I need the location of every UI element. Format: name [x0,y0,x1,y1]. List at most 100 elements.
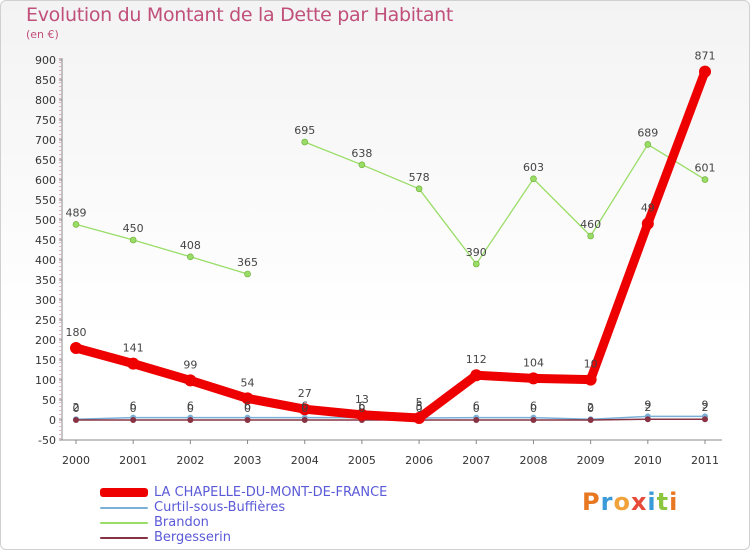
x-tick-label: 2007 [462,454,490,467]
x-tick-label: 2004 [291,454,319,467]
data-label: 489 [66,206,87,219]
data-point [355,408,368,421]
data-point [415,185,423,193]
data-point [184,374,197,387]
x-tick-label: 2006 [405,454,433,467]
legend-swatch [100,536,148,539]
legend-swatch [100,488,148,497]
logo-letter: o [613,488,631,516]
legend-item: LA CHAPELLE-DU-MONT-DE-FRANCE [100,485,387,500]
data-label: 10 [584,358,598,371]
data-label: 408 [180,239,201,252]
logo-letter: x [630,488,648,516]
data-label: 0 [473,402,480,415]
data-label: 689 [637,126,658,139]
data-label: 0 [130,402,137,415]
chart-title: Evolution du Montant de la Dette par Hab… [26,4,454,26]
y-tick-label: 400 [35,254,56,267]
legend-label: Curtil-sous-Buffières [154,500,286,515]
data-label: 390 [466,246,487,259]
data-label: 2 [587,401,594,414]
data-point [130,417,137,423]
data-label: 6 [244,400,251,413]
data-label: 9 [702,398,709,411]
y-tick-label: -50 [38,434,56,447]
data-point [644,141,652,148]
data-label: 0 [73,402,80,415]
data-label: 5 [416,400,423,413]
series-line-0 [71,67,710,423]
legend-swatch [100,506,148,509]
legend-swatch [100,521,148,524]
y-tick-label: 700 [35,134,56,147]
data-label: 6 [358,400,365,413]
data-label: 2 [702,401,709,414]
data-label: 5 [416,396,423,409]
data-label: 0 [187,402,194,415]
y-tick-label: 200 [35,334,56,347]
data-label: 6 [301,400,308,413]
data-label: 6 [473,400,480,413]
chart-unit: (en €) [26,28,59,41]
series-line-2 [75,223,249,275]
y-tick-label: 100 [35,374,56,387]
data-point [702,416,708,423]
data-point [298,403,311,416]
y-tick-label: 350 [35,274,56,287]
data-label: 601 [695,162,716,175]
data-point [644,416,651,423]
y-tick-label: 750 [35,114,56,127]
data-point [413,412,426,424]
data-point [73,417,79,423]
data-label: 112 [466,353,487,366]
data-label: 0 [416,402,423,415]
x-tick-label: 2011 [691,454,719,467]
data-point [641,217,654,230]
data-point [241,392,254,405]
data-point [472,260,480,268]
logo-letter: P [582,488,601,516]
proxiti-logo: Proxiti [582,488,678,516]
data-point [699,65,711,78]
y-tick-label: 900 [35,54,56,67]
data-point [244,270,251,278]
data-label: 54 [241,376,255,389]
data-label: 0 [244,402,251,415]
x-tick-label: 2000 [62,454,90,467]
data-point [129,236,137,244]
logo-letter: t [656,488,670,516]
data-label: 0 [358,402,365,415]
chart-legend: LA CHAPELLE-DU-MONT-DE-FRANCE Curtil-sous… [100,485,387,545]
data-point [530,417,537,423]
data-point [527,372,540,385]
x-tick-label: 2005 [348,454,376,467]
data-label: 99 [183,358,197,371]
y-tick-label: 500 [35,214,56,227]
legend-item: Brandon [100,515,387,530]
data-label: 141 [123,342,144,355]
data-point [584,373,597,386]
data-point [127,357,140,370]
data-point [701,176,709,183]
data-label: 871 [695,50,716,63]
data-label: 9 [644,398,651,411]
y-tick-label: 0 [49,414,56,427]
data-point [301,417,308,423]
y-tick-label: 850 [35,74,56,87]
y-tick-label: 150 [35,354,56,367]
x-tick-label: 2002 [176,454,204,467]
data-label: 0 [301,402,308,415]
y-tick-label: 300 [35,294,56,307]
data-label: 6 [530,400,537,413]
data-point [587,417,594,423]
y-tick-label: 600 [35,174,56,187]
y-tick-label: 800 [35,94,56,107]
logo-letter: i [669,488,679,516]
legend-label: Bergesserin [154,530,232,545]
data-label: 603 [523,161,544,174]
legend-item: Curtil-sous-Buffières [100,500,387,515]
data-point [473,417,480,423]
data-label: 695 [294,124,315,137]
data-label: 450 [123,222,144,235]
